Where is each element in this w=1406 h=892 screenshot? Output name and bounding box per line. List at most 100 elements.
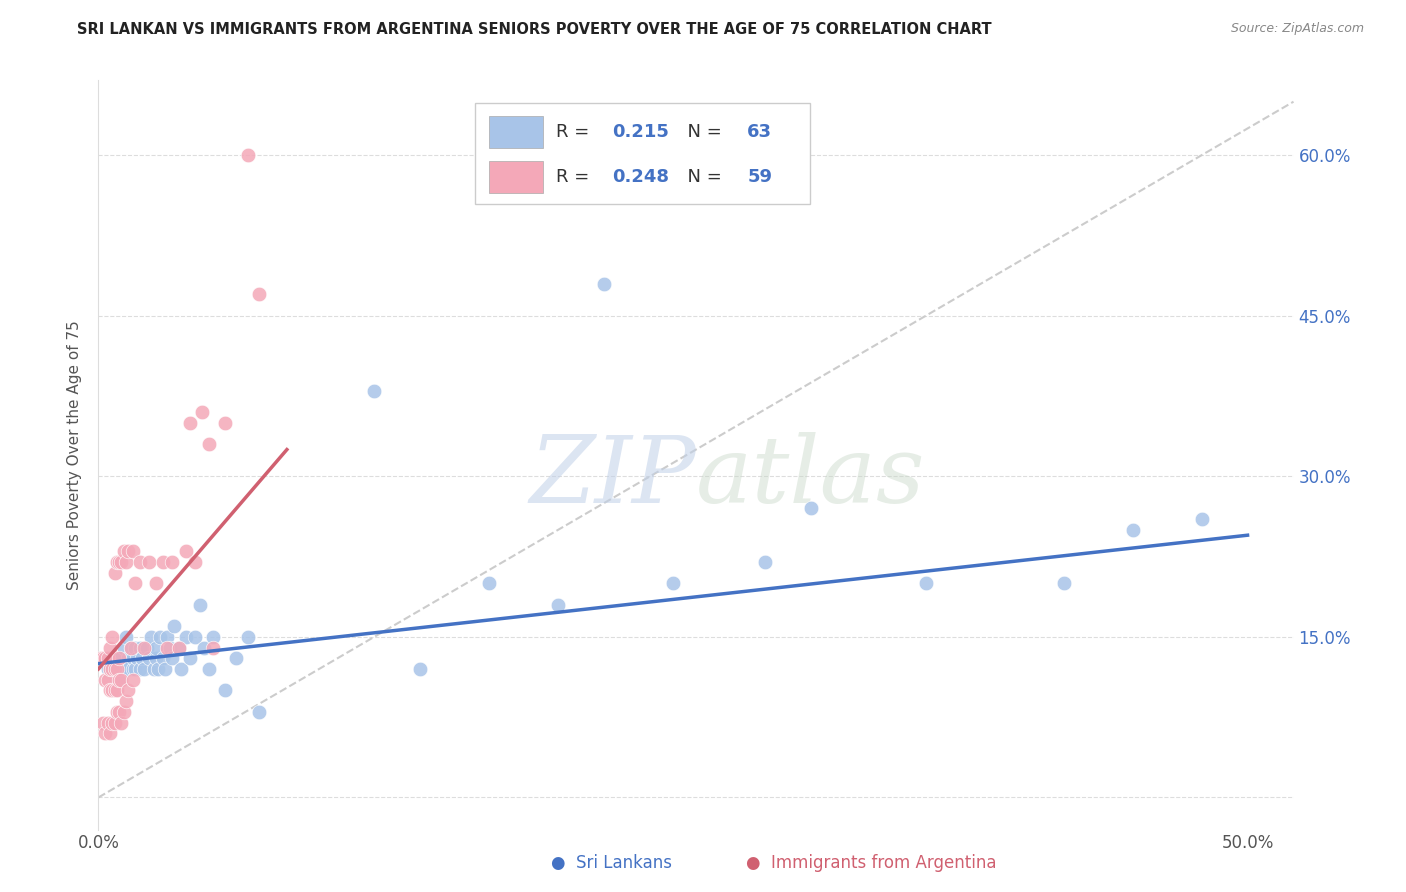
Point (108, 555, 131, 569)
Point (110, 662, 132, 676)
Point (409, 662, 432, 676)
Point (97, 662, 120, 676)
Point (184, 630, 207, 644)
Point (170, 662, 193, 676)
Text: 63: 63 (748, 123, 772, 141)
Point (547, 598, 569, 612)
Point (754, 555, 776, 569)
Point (105, 662, 128, 676)
Point (98, 640, 121, 655)
Text: N =: N = (676, 123, 727, 141)
Text: SRI LANKAN VS IMMIGRANTS FROM ARGENTINA SENIORS POVERTY OVER THE AGE OF 75 CORRE: SRI LANKAN VS IMMIGRANTS FROM ARGENTINA … (77, 22, 993, 37)
Text: R =: R = (557, 123, 595, 141)
Point (122, 673, 145, 687)
Point (117, 683, 139, 698)
Point (97, 673, 120, 687)
Point (91, 651, 114, 665)
Point (103, 662, 125, 676)
Text: ●  Sri Lankans: ● Sri Lankans (551, 855, 672, 872)
Point (105, 705, 128, 719)
Point (105, 683, 128, 698)
Point (117, 662, 139, 676)
Point (110, 715, 132, 730)
Point (236, 630, 259, 644)
Point (247, 705, 270, 719)
Point (101, 662, 124, 676)
Point (122, 662, 145, 676)
Point (90, 651, 112, 665)
Point (1053, 576, 1076, 591)
Point (108, 651, 131, 665)
Point (127, 651, 149, 665)
Point (247, 287, 270, 301)
Point (236, 148, 259, 162)
FancyBboxPatch shape (475, 103, 810, 204)
Point (131, 651, 153, 665)
Point (122, 651, 145, 665)
Point (110, 555, 132, 569)
Point (110, 673, 132, 687)
Point (120, 640, 142, 655)
Point (101, 630, 124, 644)
Point (117, 544, 139, 558)
Point (128, 662, 150, 676)
Point (98, 683, 121, 698)
Point (115, 630, 138, 644)
Point (225, 651, 247, 665)
Point (184, 555, 207, 569)
FancyBboxPatch shape (489, 116, 543, 148)
Point (135, 640, 157, 655)
Point (115, 662, 138, 676)
Point (167, 640, 190, 655)
Point (103, 662, 125, 676)
Point (134, 662, 156, 676)
Text: Source: ZipAtlas.com: Source: ZipAtlas.com (1230, 22, 1364, 36)
Point (108, 673, 131, 687)
Point (101, 715, 124, 730)
Point (94, 651, 117, 665)
Point (115, 555, 138, 569)
Text: N =: N = (676, 168, 727, 186)
Point (478, 576, 501, 591)
Point (174, 630, 197, 644)
Point (179, 651, 201, 665)
Point (148, 662, 170, 676)
Point (145, 640, 167, 655)
Point (145, 651, 167, 665)
Point (124, 576, 146, 591)
Point (914, 576, 936, 591)
Point (124, 640, 146, 655)
Point (103, 715, 125, 730)
Text: 0.248: 0.248 (613, 168, 669, 186)
Point (197, 662, 219, 676)
Point (156, 640, 179, 655)
Point (179, 416, 201, 430)
Text: ZIP: ZIP (529, 433, 696, 523)
Point (108, 673, 131, 687)
Point (142, 662, 165, 676)
Point (202, 640, 225, 655)
Point (98, 726, 121, 740)
Point (128, 640, 150, 655)
Point (174, 544, 197, 558)
Point (101, 683, 124, 698)
Point (94, 651, 117, 665)
Point (149, 630, 172, 644)
Point (101, 651, 124, 665)
Text: atlas: atlas (696, 433, 925, 523)
Point (197, 437, 219, 451)
Point (97, 651, 120, 665)
Point (105, 651, 128, 665)
Point (1122, 523, 1144, 537)
Point (110, 651, 132, 665)
Point (98, 662, 121, 676)
Point (141, 630, 163, 644)
Point (91, 715, 114, 730)
Point (103, 683, 125, 698)
Point (156, 630, 179, 644)
Point (163, 619, 186, 633)
Point (124, 662, 146, 676)
Point (117, 651, 139, 665)
Point (138, 651, 160, 665)
Point (112, 705, 135, 719)
